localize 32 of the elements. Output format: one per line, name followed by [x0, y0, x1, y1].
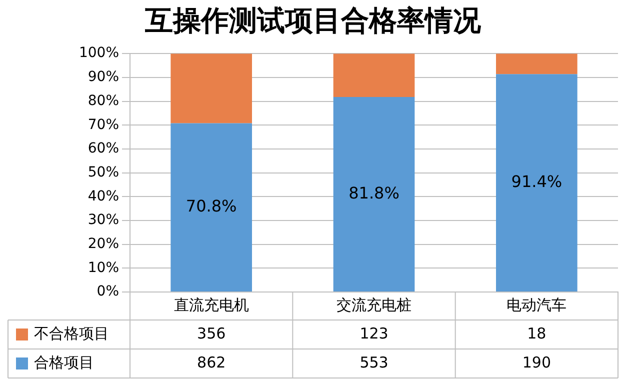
x-tick-label: 电动汽车	[506, 296, 567, 314]
y-tick-label: 30%	[88, 212, 119, 228]
text: 18	[527, 324, 546, 342]
y-tick-label: 80%	[88, 92, 119, 109]
bar	[333, 54, 415, 97]
y-tick-label: 90%	[88, 69, 119, 86]
y-tick-label: 0%	[96, 284, 119, 300]
bar	[333, 96, 415, 292]
bar	[496, 74, 578, 292]
data-label: 70.8%	[186, 196, 237, 216]
legend-label: 合格项目	[34, 353, 94, 372]
y-tick-label: 70%	[88, 116, 119, 133]
y-tick-label: 100%	[78, 45, 119, 62]
y-tick-label: 40%	[88, 188, 119, 204]
chart-title: 互操作测试项目合格率情况	[144, 4, 482, 38]
y-tick-label: 20%	[88, 236, 119, 252]
text: 862	[197, 353, 226, 372]
x-tick-label: 交流充电桩	[336, 296, 412, 314]
y-tick-label: 50%	[88, 164, 119, 180]
y-tick-label: 60%	[88, 140, 119, 157]
text: 123	[360, 324, 388, 342]
y-tick-label: 10%	[88, 260, 119, 276]
data-label: 91.4%	[511, 172, 562, 191]
data-label: 81.8%	[348, 183, 400, 202]
bar	[496, 54, 578, 74]
bar	[170, 54, 252, 124]
text: 190	[522, 353, 551, 372]
legend-label: 不合格项目	[34, 324, 109, 342]
bar	[170, 123, 252, 292]
x-tick-label: 直流充电机	[174, 296, 249, 314]
text: 356	[197, 324, 226, 342]
text: 553	[360, 353, 388, 372]
